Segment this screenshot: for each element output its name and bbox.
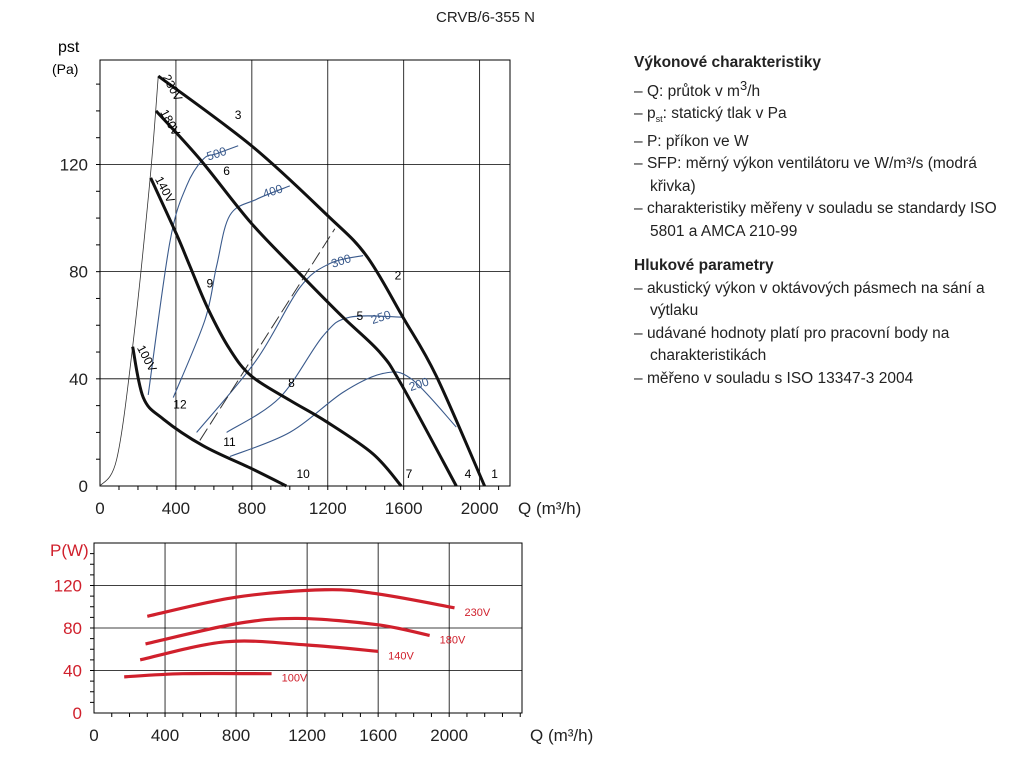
pressure-y-tick-label: 0 bbox=[79, 477, 88, 496]
point-label: 8 bbox=[288, 376, 295, 390]
limit-curve bbox=[99, 76, 159, 487]
sfp-curve-250 bbox=[226, 315, 403, 433]
power-curve-140V bbox=[139, 639, 379, 662]
y-axis-label: pst bbox=[58, 39, 80, 56]
point-label: 1 bbox=[491, 467, 498, 481]
power-y-tick-label: 0 bbox=[73, 704, 82, 723]
pressure-y-tick-label: 120 bbox=[60, 155, 88, 174]
point-label: 11 bbox=[223, 435, 236, 449]
voltage-label: 180V bbox=[157, 107, 183, 138]
point-label: 6 bbox=[223, 164, 230, 178]
power-x-tick-label: 0 bbox=[89, 726, 98, 745]
power-y-tick-label: 40 bbox=[63, 662, 82, 681]
note-item: měřeno v souladu s ISO 13347-3 2004 bbox=[634, 368, 1004, 391]
pressure-curve-140V bbox=[149, 177, 403, 487]
sfp-label: 500 bbox=[205, 144, 229, 164]
power-y-tick-label: 120 bbox=[54, 577, 82, 596]
point-label: 5 bbox=[356, 309, 363, 323]
pressure-x-tick-label: 1200 bbox=[309, 499, 347, 518]
pressure-curve-100V bbox=[131, 346, 288, 488]
pressure-x-tick-label: 0 bbox=[95, 499, 104, 518]
point-label: 3 bbox=[235, 108, 242, 122]
sfp-curve-300 bbox=[196, 255, 364, 433]
pressure-x-axis-label: Q (m³/h) bbox=[518, 499, 581, 518]
power-y-tick-label: 80 bbox=[63, 619, 82, 638]
power-x-axis-label: Q (m³/h) bbox=[530, 726, 593, 745]
pressure-plot-frame bbox=[99, 59, 511, 487]
sfp-curve-400 bbox=[172, 185, 291, 398]
note-item: pst: statický tlak v Pa bbox=[634, 103, 1004, 131]
point-label: 12 bbox=[173, 397, 187, 411]
power-voltage-label: 100V bbox=[282, 673, 308, 685]
point-label: 4 bbox=[465, 467, 472, 481]
power-curve-230V bbox=[146, 588, 455, 618]
sfp-label: 250 bbox=[369, 307, 393, 327]
power-curve-100V bbox=[124, 671, 272, 679]
sfp-curve-200 bbox=[229, 371, 457, 458]
sfp-curve-500 bbox=[147, 145, 239, 395]
note-item: Q: průtok v m3/h bbox=[634, 75, 1004, 104]
power-voltage-label: 230V bbox=[465, 607, 491, 619]
pressure-x-tick-label: 400 bbox=[162, 499, 190, 518]
power-voltage-label: 140V bbox=[388, 650, 414, 662]
note-item: SFP: měrný výkon ventilátoru ve W/m³/s (… bbox=[634, 153, 1004, 198]
power-y-axis-label: P(W) bbox=[50, 541, 89, 560]
section-heading: Výkonové charakteristiky bbox=[634, 54, 821, 71]
sfp-label: 300 bbox=[329, 251, 353, 271]
power-x-tick-label: 1200 bbox=[288, 726, 326, 745]
pressure-curve-180V bbox=[154, 109, 458, 487]
note-item: akustický výkon v oktávových pásmech na … bbox=[634, 278, 1004, 323]
section-heading: Hlukové parametry bbox=[634, 257, 774, 275]
note-item: udávané hodnoty platí pro pracovní body … bbox=[634, 323, 1004, 368]
power-x-tick-label: 2000 bbox=[430, 726, 468, 745]
power-x-tick-label: 1600 bbox=[359, 726, 397, 745]
power-x-tick-label: 800 bbox=[222, 726, 250, 745]
point-label: 9 bbox=[206, 277, 213, 291]
pressure-x-tick-label: 2000 bbox=[461, 499, 499, 518]
note-item: charakteristiky měřeny v souladu se stan… bbox=[634, 198, 1004, 243]
pressure-y-tick-label: 40 bbox=[69, 370, 88, 389]
pressure-x-tick-label: 1600 bbox=[385, 499, 423, 518]
pressure-y-tick-label: 80 bbox=[69, 263, 88, 282]
voltage-label: 230V bbox=[160, 72, 186, 103]
power-voltage-label: 180V bbox=[440, 634, 466, 646]
optimum-dashed-line bbox=[199, 228, 336, 441]
note-item: P: příkon ve W bbox=[634, 131, 1004, 154]
sfp-label: 200 bbox=[407, 374, 431, 394]
chart-title: CRVB/6-355 N bbox=[436, 9, 535, 26]
power-curve-180V bbox=[145, 616, 430, 646]
y-axis-unit: (Pa) bbox=[52, 61, 78, 77]
legend-notes: Výkonové charakteristiky Q: průtok v m3/… bbox=[634, 52, 1004, 402]
point-label: 2 bbox=[395, 269, 402, 283]
sfp-label: 400 bbox=[261, 181, 285, 201]
point-label: 10 bbox=[296, 467, 310, 481]
pressure-curve-230V bbox=[157, 74, 486, 487]
power-x-tick-label: 400 bbox=[151, 726, 179, 745]
point-label: 7 bbox=[406, 467, 413, 481]
pressure-x-tick-label: 800 bbox=[238, 499, 266, 518]
